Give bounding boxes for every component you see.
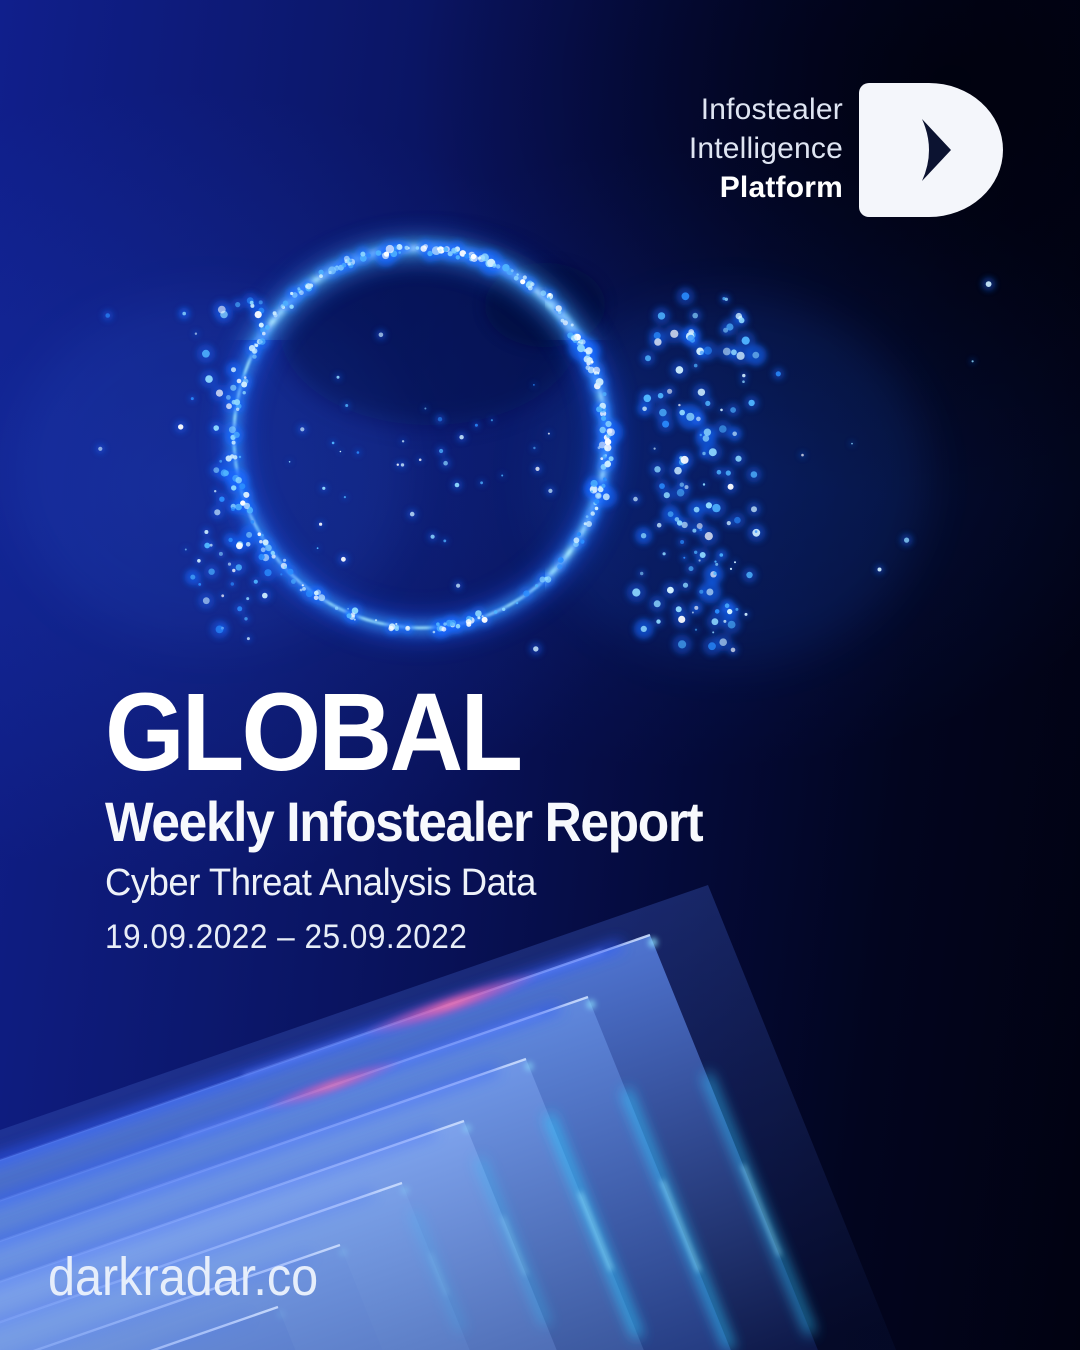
brand-header: Infostealer Intelligence Platform (689, 83, 1003, 217)
d-logo-mark-icon (859, 83, 1003, 217)
brand-line-infostealer: Infostealer (700, 93, 843, 126)
website-url: darkradar.co (48, 1247, 319, 1307)
brand-line-platform: Platform (719, 171, 843, 204)
report-tagline: Cyber Threat Analysis Data (105, 862, 536, 904)
brand-wordmark: Infostealer Intelligence Platform (689, 83, 843, 207)
report-date-range: 19.09.2022 – 25.09.2022 (105, 918, 468, 956)
brand-line-intelligence: Intelligence (688, 132, 843, 165)
page-title: GLOBAL (105, 671, 523, 794)
report-subtitle: Weekly Infostealer Report (105, 790, 704, 853)
d-arrow-icon (922, 119, 951, 181)
